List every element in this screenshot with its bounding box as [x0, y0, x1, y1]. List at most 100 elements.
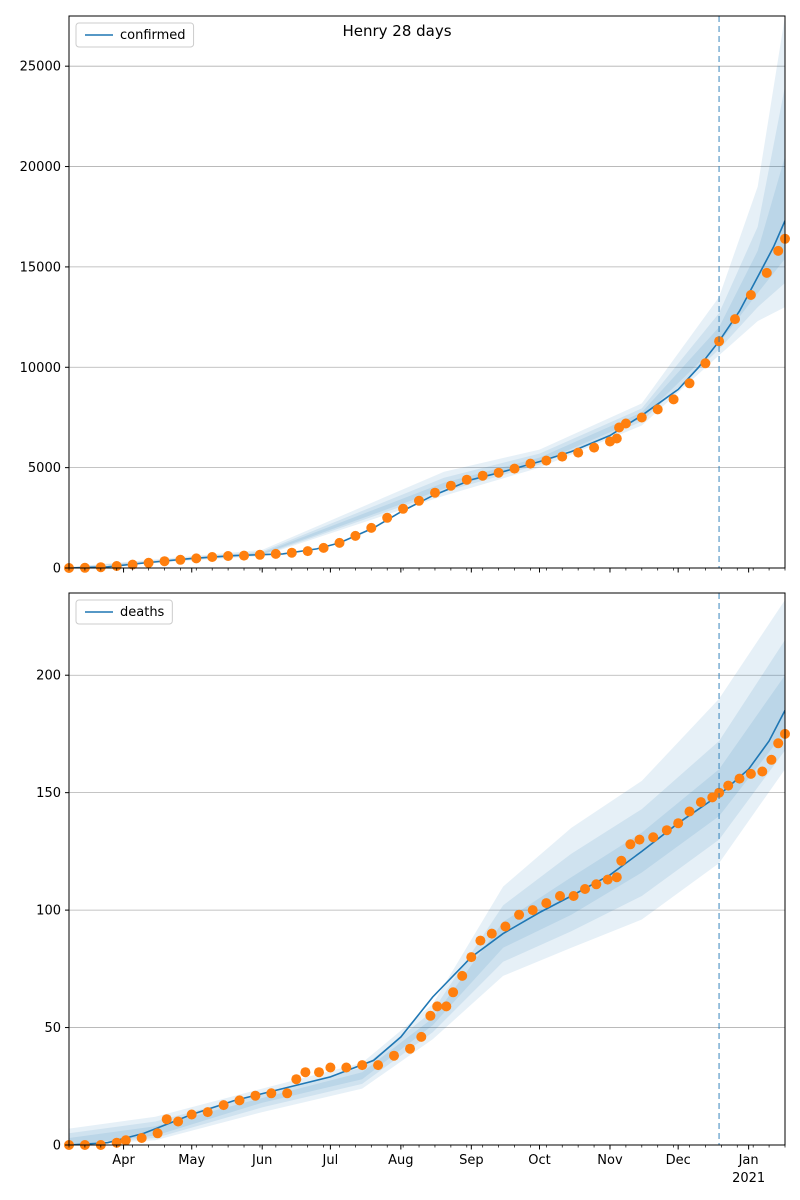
observed-point	[95, 562, 106, 573]
observed-point	[620, 418, 631, 429]
subplot-confirmed: 0 5000 10000 15000 20000 25000 confirmed	[20, 15, 790, 577]
uncertainty-bands	[69, 16, 785, 568]
observed-point	[734, 773, 745, 784]
observed-point	[234, 1095, 245, 1106]
observed-point	[611, 433, 622, 444]
observed-point	[509, 463, 520, 474]
uncertainty-bands	[69, 600, 785, 1145]
observed-point	[591, 879, 602, 890]
uncertainty-band-2	[69, 86, 785, 568]
observed-point	[161, 1114, 172, 1125]
observed-point	[700, 358, 711, 369]
observed-point	[684, 378, 695, 389]
observed-point	[514, 909, 525, 920]
observed-point	[318, 542, 329, 553]
observed-point	[573, 447, 584, 458]
observed-point	[761, 267, 772, 278]
observed-point	[461, 474, 472, 485]
observed-point	[730, 314, 740, 325]
observed-point	[432, 1001, 443, 1012]
observed-point	[448, 987, 459, 998]
observed-point	[175, 554, 186, 565]
observed-points	[64, 233, 790, 573]
observed-point	[173, 1116, 184, 1127]
legend-label: deaths	[120, 605, 165, 620]
observed-point	[357, 1060, 368, 1071]
observed-point	[773, 245, 784, 256]
figure-title: Henry 28 days	[342, 22, 451, 40]
observed-points	[64, 728, 790, 1150]
observed-point	[527, 905, 538, 916]
legend-box	[75, 599, 173, 625]
observed-point	[430, 487, 440, 498]
observed-point	[611, 872, 622, 883]
subplot-deaths: 0 50 100 150 200 Apr May Jun Jul Aug Sep Oct Nov Dec J…	[36, 592, 790, 1186]
uncertainty-band-1	[69, 16, 785, 568]
x-tick-label: Apr	[112, 1153, 135, 1168]
x-tick-label: Nov	[597, 1153, 623, 1168]
observed-point	[652, 404, 663, 415]
observed-point	[266, 1088, 277, 1099]
observed-point	[202, 1107, 213, 1118]
observed-point	[239, 550, 249, 561]
observed-point	[382, 512, 393, 523]
observed-point	[341, 1062, 352, 1073]
observed-point	[416, 1031, 427, 1042]
observed-point	[648, 832, 659, 843]
legend: deaths	[75, 599, 173, 625]
x-tick-label: Oct	[528, 1153, 550, 1168]
observed-point	[475, 935, 486, 946]
observed-point	[254, 549, 265, 560]
observed-point	[745, 768, 756, 779]
x-tick-label: Jun	[251, 1153, 272, 1168]
observed-point	[555, 891, 565, 901]
y-tick-label: 150	[36, 786, 61, 801]
observed-point	[493, 467, 504, 478]
observed-point	[291, 1074, 302, 1085]
observed-point	[191, 553, 202, 564]
x-tick-label: Dec	[666, 1153, 691, 1168]
observed-point	[300, 1067, 311, 1078]
observed-point	[457, 970, 468, 981]
y-tick-label: 25000	[20, 60, 61, 75]
observed-point	[541, 455, 552, 466]
observed-point	[302, 546, 313, 557]
observed-point	[441, 1001, 452, 1012]
observed-point	[314, 1067, 324, 1078]
observed-point	[120, 1135, 131, 1146]
observed-point	[425, 1010, 436, 1021]
observed-point	[673, 818, 684, 829]
x-tick-label: Jul	[322, 1153, 339, 1168]
observed-point	[500, 921, 511, 932]
observed-point	[568, 891, 579, 901]
y-tick-label: 10000	[20, 361, 61, 376]
observed-point	[589, 442, 600, 453]
observed-point	[766, 754, 777, 765]
observed-point	[127, 559, 138, 570]
observed-point	[159, 556, 170, 567]
observed-point	[773, 738, 784, 749]
observed-point	[389, 1050, 399, 1061]
legend-box	[75, 22, 195, 48]
legend-label: confirmed	[120, 28, 186, 43]
observed-point	[466, 952, 477, 963]
y-tick-label: 0	[53, 1139, 61, 1154]
observed-point	[634, 834, 645, 845]
observed-point	[541, 898, 552, 909]
observed-point	[286, 547, 297, 558]
observed-point	[477, 470, 488, 481]
y-tick-label: 5000	[28, 461, 61, 476]
y-tick-label: 0	[53, 562, 61, 577]
observed-point	[723, 780, 734, 791]
observed-point	[405, 1043, 415, 1054]
uncertainty-band-2	[69, 640, 785, 1145]
observed-point	[143, 557, 154, 568]
observed-point	[350, 530, 361, 541]
observed-point	[250, 1090, 261, 1101]
x-tick-label: Sep	[459, 1153, 484, 1168]
x-tick-label: Jan	[738, 1153, 759, 1168]
y-tick-label: 200	[36, 669, 61, 684]
observed-point	[757, 766, 768, 777]
observed-point	[625, 839, 636, 850]
